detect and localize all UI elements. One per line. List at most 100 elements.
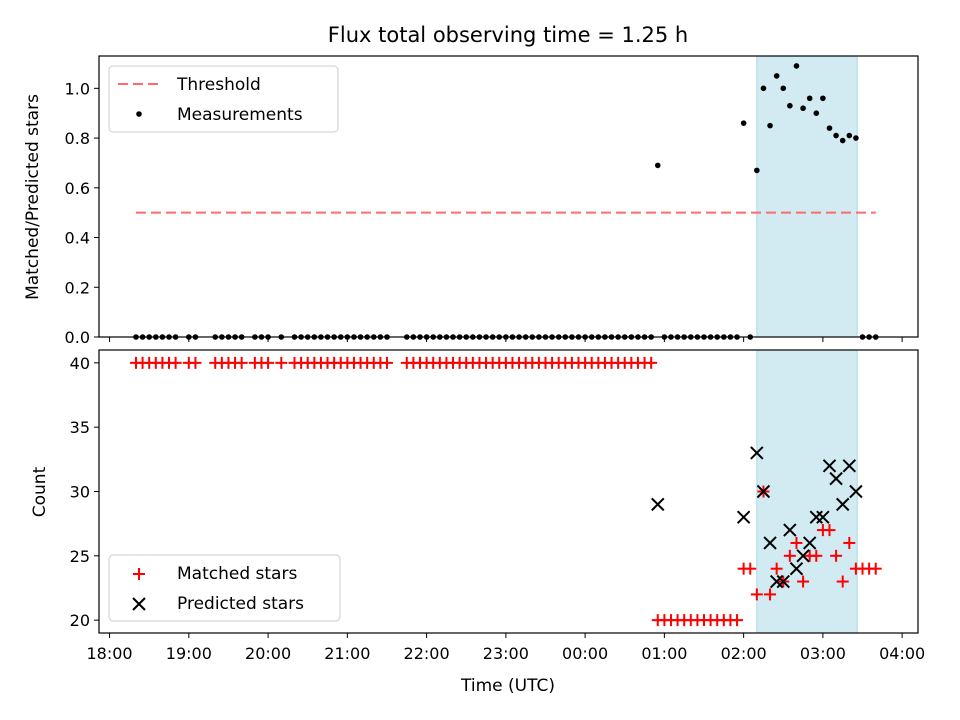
matched-star-point bbox=[836, 575, 849, 588]
matched-star-point bbox=[810, 549, 823, 562]
predicted-star-point bbox=[849, 484, 863, 499]
predicted-star-point bbox=[802, 536, 817, 550]
predicted-star-point bbox=[816, 510, 830, 524]
top-y-axis-label: Matched/Predicted stars bbox=[23, 94, 43, 300]
chart-title: Flux total observing time = 1.25 h bbox=[328, 23, 688, 47]
matched-star-point bbox=[830, 549, 843, 562]
xtick-label: 01:00 bbox=[641, 644, 687, 663]
top-legend-box bbox=[108, 65, 339, 133]
measurement-point bbox=[839, 137, 846, 144]
bottom-ytick-label: 40 bbox=[70, 354, 90, 373]
measurement-point bbox=[833, 132, 839, 139]
matched-star-point bbox=[380, 356, 393, 369]
measurement-point bbox=[767, 122, 773, 129]
xtick-label: 23:00 bbox=[483, 644, 529, 663]
top-ytick-label: 0.0 bbox=[65, 328, 90, 347]
matched-star-point bbox=[797, 575, 810, 588]
measurement-point bbox=[793, 63, 800, 69]
predicted-star-point bbox=[750, 446, 764, 460]
matched-star-point bbox=[169, 356, 182, 369]
top-ytick-label: 0.8 bbox=[65, 129, 90, 148]
measurement-point bbox=[853, 135, 859, 141]
measurements-legend-swatch bbox=[136, 111, 142, 117]
predicted-star-point bbox=[842, 459, 857, 473]
threshold-legend-label: Threshold bbox=[176, 75, 261, 95]
xtick-label: 02:00 bbox=[721, 644, 767, 663]
predicted-star-point bbox=[789, 561, 804, 576]
bottom-ytick-label: 35 bbox=[70, 418, 90, 437]
measurements-legend-label: Measurements bbox=[177, 105, 303, 125]
measurement-point bbox=[813, 110, 820, 116]
xtick-label: 18:00 bbox=[87, 644, 133, 663]
top-ytick-label: 0.2 bbox=[65, 278, 90, 297]
predicted-star-point bbox=[783, 523, 797, 537]
xtick-label: 00:00 bbox=[562, 644, 608, 663]
bottom-ytick-label: 25 bbox=[70, 547, 90, 566]
measurement-point bbox=[760, 85, 767, 92]
matched-star-point bbox=[275, 356, 288, 369]
measurement-point bbox=[820, 95, 826, 102]
top-axes-frame bbox=[98, 55, 919, 338]
measurement-point bbox=[754, 167, 760, 174]
bottom-y-ticks: 20 25 30 35 40 bbox=[70, 354, 99, 630]
measurement-point bbox=[787, 102, 793, 109]
count-points bbox=[129, 356, 882, 627]
matched-star-point bbox=[235, 356, 248, 369]
measurement-point bbox=[826, 125, 833, 131]
xtick-label: 03:00 bbox=[800, 644, 846, 663]
xtick-label: 21:00 bbox=[324, 644, 370, 663]
predicted-star-point bbox=[651, 497, 665, 512]
measurement-point bbox=[846, 132, 853, 139]
measurement-point bbox=[740, 120, 747, 126]
top-panel: Flux total observing time = 1.25 h 0.00.… bbox=[23, 23, 919, 347]
predicted-star-point bbox=[736, 510, 751, 524]
top-ytick-label: 0.6 bbox=[65, 179, 90, 198]
bottom-ytick-label: 20 bbox=[70, 611, 90, 630]
xtick-label: 19:00 bbox=[166, 644, 212, 663]
matched-star-point bbox=[783, 549, 796, 562]
predicted-star-point bbox=[822, 459, 837, 473]
matched-star-point bbox=[764, 588, 777, 601]
matched-star-point bbox=[790, 536, 803, 549]
bottom-y-axis-label: Count bbox=[30, 466, 50, 517]
predicted-star-point bbox=[756, 484, 771, 499]
measurement-point bbox=[800, 105, 806, 112]
bottom-ytick-label: 30 bbox=[70, 483, 90, 502]
matched-star-point bbox=[744, 562, 757, 575]
predicted-star-point bbox=[776, 574, 790, 589]
matched-star-point bbox=[189, 356, 202, 369]
matched-star-point bbox=[750, 588, 763, 601]
top-ytick-label: 1.0 bbox=[65, 79, 90, 98]
top-y-ticks: 0.0 0.2 0.4 0.6 0.8 1.0 bbox=[65, 79, 99, 347]
matched-star-point bbox=[823, 524, 836, 537]
top-ytick-label: 0.4 bbox=[65, 229, 90, 248]
matched-star-point bbox=[770, 562, 783, 575]
xtick-label: 20:00 bbox=[245, 644, 291, 663]
matched-star-point bbox=[869, 562, 882, 575]
matched-star-point bbox=[843, 536, 856, 549]
predicted-legend-label: Predicted stars bbox=[177, 594, 304, 614]
bottom-axes-frame bbox=[98, 349, 919, 634]
xtick-label: 04:00 bbox=[879, 644, 925, 663]
predicted-star-point bbox=[835, 497, 850, 512]
bottom-panel: 20 25 30 35 40 18:00 19:00 20:00 21:00 22:00 23:0… bbox=[30, 349, 925, 696]
top-legend: Threshold Measurements bbox=[108, 65, 339, 133]
xtick-label: 22:00 bbox=[404, 644, 450, 663]
matched-star-point bbox=[731, 614, 744, 627]
predicted-legend-swatch bbox=[132, 597, 146, 611]
bottom-legend-box bbox=[108, 554, 341, 622]
predicted-star-point bbox=[796, 549, 810, 563]
measurement-point bbox=[806, 95, 813, 102]
matched-star-point bbox=[262, 356, 275, 369]
predicted-star-point bbox=[763, 536, 777, 550]
top-x-ticks bbox=[109, 337, 903, 342]
x-axis-label: Time (UTC) bbox=[460, 676, 555, 696]
bottom-highlight-span bbox=[756, 349, 858, 634]
measurement-point bbox=[773, 73, 780, 79]
matched-star-point bbox=[645, 356, 658, 369]
measurement-point bbox=[780, 85, 787, 92]
matched-legend-label: Matched stars bbox=[177, 564, 297, 584]
predicted-star-point bbox=[829, 471, 843, 486]
measurement-point bbox=[654, 162, 661, 169]
